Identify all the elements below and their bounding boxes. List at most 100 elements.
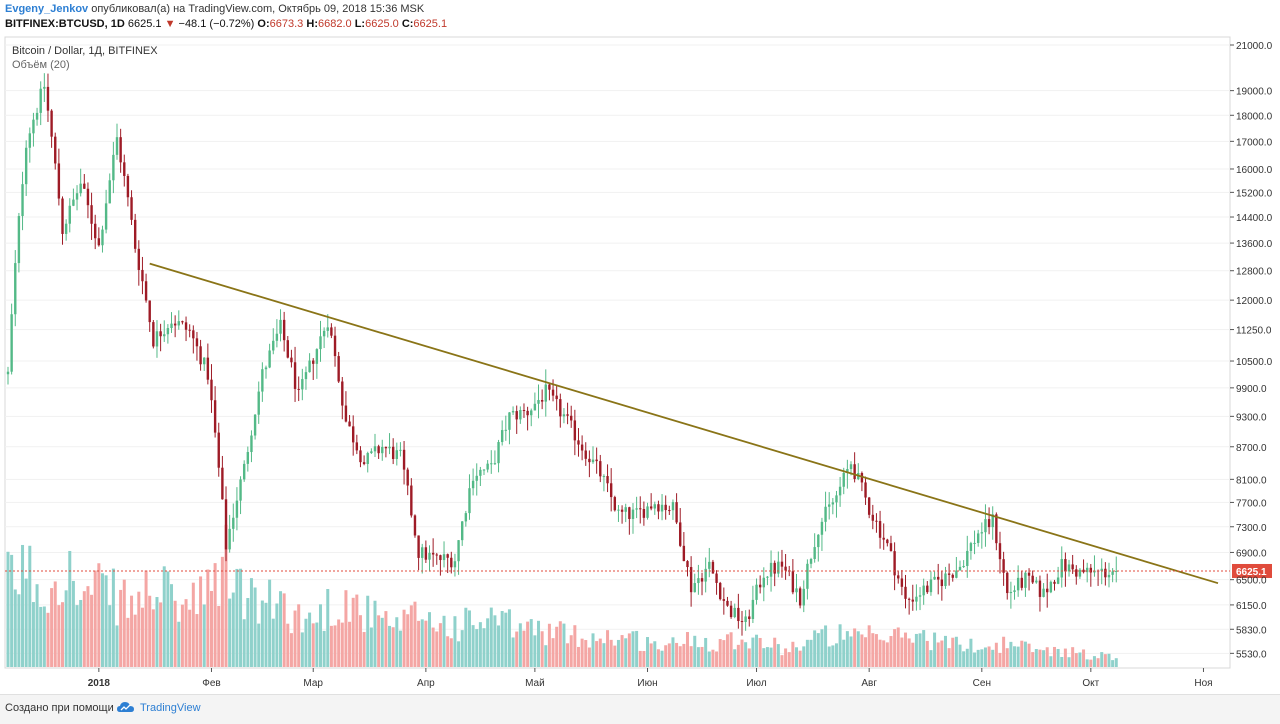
- candle-body: [221, 467, 224, 500]
- candle-body: [835, 495, 838, 503]
- price-chart[interactable]: 6625.1 5530.0 5830.0 6150.0 6500.0 6900.0 730…: [0, 35, 1280, 694]
- volume-bar: [685, 632, 689, 667]
- chart-area[interactable]: 6625.1 5530.0 5830.0 6150.0 6500.0 6900.0 730…: [0, 35, 1280, 694]
- volume-bar: [693, 635, 697, 667]
- price-tick-label: 8700.0: [1236, 443, 1267, 454]
- candle-body: [112, 154, 115, 181]
- candle-body: [10, 314, 13, 372]
- volume-bar: [696, 647, 700, 667]
- overlays: 6625.1: [5, 262, 1272, 585]
- volume-bar: [624, 638, 628, 667]
- candle-body: [631, 509, 635, 519]
- candle-body: [228, 528, 231, 550]
- high-label: H:: [306, 18, 318, 30]
- volume-bar: [635, 630, 639, 667]
- candle-body: [580, 444, 584, 451]
- plot-frame: [4, 36, 1231, 669]
- candle-body: [475, 475, 478, 481]
- candle-body: [366, 452, 369, 465]
- volume-bar: [871, 633, 875, 667]
- candle-body: [152, 322, 155, 347]
- volume-bar: [547, 623, 551, 667]
- volume-bar: [689, 646, 693, 667]
- candle-body: [508, 412, 511, 430]
- volume-bar: [1103, 654, 1107, 667]
- volume-bar: [831, 645, 835, 667]
- volume-bar: [329, 625, 333, 667]
- candle-body: [791, 571, 795, 593]
- volume-bar: [755, 634, 759, 667]
- volume-bar: [75, 605, 79, 667]
- price-axis[interactable]: 5530.0 5830.0 6150.0 6500.0 6900.0 7300.0 7700…: [1230, 41, 1273, 660]
- candle-body: [824, 506, 827, 522]
- volume-bar: [10, 554, 14, 667]
- candle-body: [57, 163, 61, 199]
- candle-body: [766, 576, 769, 578]
- candle-body: [413, 515, 417, 536]
- candle-body: [871, 514, 875, 521]
- volume-bar: [478, 622, 482, 667]
- candle-body: [853, 464, 856, 480]
- candle-body: [998, 543, 1002, 560]
- time-axis[interactable]: 2018 Фев Мар Апр Май Июн Июл Авг Сен Окт Ноя: [88, 668, 1213, 689]
- volume-bar: [922, 630, 926, 667]
- volume-bar: [631, 631, 635, 667]
- volume-bar: [824, 625, 828, 667]
- volume-bar: [936, 642, 940, 667]
- volume-bar: [362, 632, 366, 667]
- volume-bar: [813, 630, 817, 667]
- volume-bar: [769, 647, 773, 667]
- volume-bar: [933, 632, 937, 667]
- volume-bar: [653, 641, 657, 667]
- price-tick-label: 15200.0: [1236, 188, 1273, 199]
- candle-body: [144, 281, 148, 301]
- candle-body: [79, 183, 82, 194]
- candle-body: [987, 519, 991, 528]
- candle-body: [61, 198, 64, 234]
- candle-body: [795, 588, 798, 593]
- volume-bar: [13, 589, 17, 667]
- candle-body: [54, 136, 57, 164]
- tradingview-link[interactable]: TradingView: [140, 702, 201, 714]
- time-tick-label: Окт: [1082, 678, 1099, 689]
- volume-bar: [973, 652, 977, 667]
- chart-header: Evgeny_Jenkov опубликовал(а) на TradingV…: [0, 0, 1280, 34]
- volume-bar: [704, 637, 708, 667]
- volume-bar: [896, 627, 900, 667]
- candle-body: [602, 476, 606, 478]
- volume-bar: [148, 595, 152, 667]
- volume-bar: [493, 615, 497, 667]
- price-tick-label: 6900.0: [1236, 548, 1267, 559]
- candle-body: [450, 557, 453, 568]
- author-link[interactable]: Evgeny_Jenkov: [5, 3, 89, 15]
- candle-body: [1002, 559, 1005, 573]
- volume-bar: [1009, 641, 1013, 667]
- candle-body: [381, 446, 384, 454]
- candle-body: [232, 517, 235, 529]
- candle-body: [577, 440, 580, 445]
- candle-body: [748, 616, 751, 620]
- price-tick-label: 5530.0: [1236, 649, 1267, 660]
- candle-body: [962, 565, 965, 567]
- volume-bar: [671, 637, 675, 667]
- volume-bar: [591, 633, 595, 667]
- volume-bar: [580, 638, 584, 667]
- candle-body: [421, 547, 424, 558]
- volume-bar: [515, 631, 519, 667]
- candle-body: [1056, 577, 1060, 584]
- created-with-label: Создано при помощи: [5, 702, 114, 714]
- candle-body: [468, 488, 471, 514]
- volume-bar: [889, 636, 893, 667]
- candle-body: [628, 507, 631, 519]
- candle-body: [457, 540, 460, 562]
- volume-bar: [551, 638, 555, 667]
- volume-bar: [914, 633, 918, 667]
- candle-body: [758, 584, 762, 588]
- candle-body: [620, 509, 624, 512]
- volume-bar: [802, 646, 806, 667]
- candle-body: [417, 535, 420, 558]
- volume-bar: [130, 595, 134, 667]
- candle-body: [35, 112, 39, 120]
- candle-body: [268, 350, 271, 368]
- candle-body: [424, 547, 428, 560]
